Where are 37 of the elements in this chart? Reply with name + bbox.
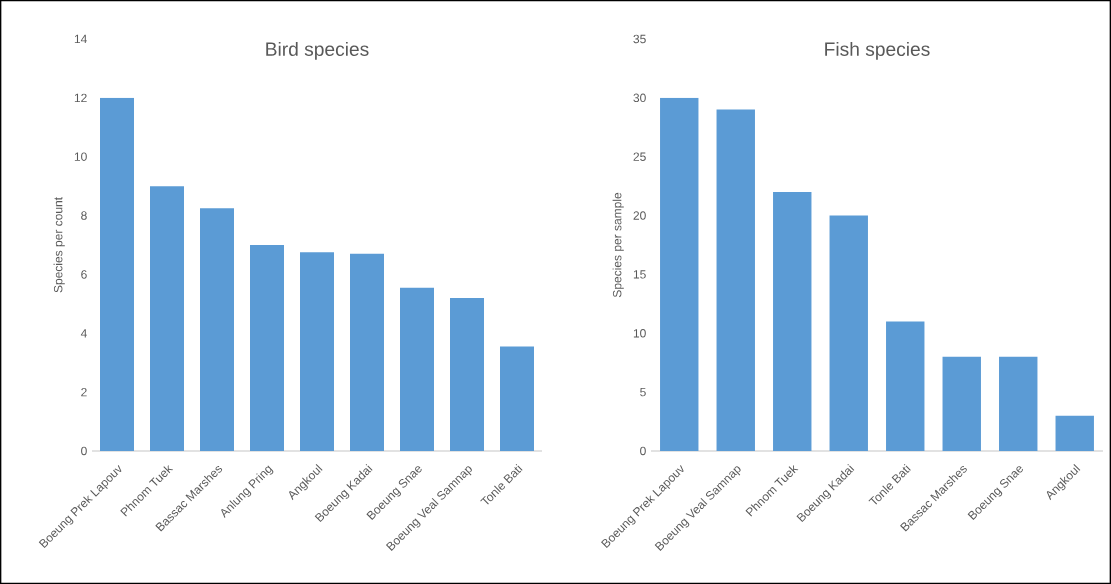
bar [250,244,285,451]
y-tick-label: 30 [633,93,646,103]
y-tick-label: 5 [640,387,646,397]
bar [829,215,868,451]
y-tick-label: 20 [633,211,646,220]
y-tick-label: 10 [74,152,87,161]
y-tick-label: 15 [633,270,646,279]
chart-title: Bird species [266,41,369,60]
bar [773,192,812,451]
y-tick-label: 8 [81,211,87,220]
y-axis-title: Species per sample [612,192,624,298]
bar [716,109,755,451]
bar [942,356,981,451]
chart-title: Fish species [825,41,930,60]
y-tick-label: 12 [74,93,87,103]
bar [886,321,925,451]
bar [999,356,1038,451]
y-tick-label: 0 [640,446,646,456]
bar [200,208,234,451]
y-tick-label: 35 [633,34,646,44]
bar [150,186,184,451]
bar [100,97,135,451]
bar [500,346,534,451]
y-tick-label: 25 [633,152,646,161]
bar [400,287,434,451]
bar [450,297,485,451]
y-tick-label: 2 [81,387,87,397]
bar [1055,415,1094,451]
bar [660,97,699,451]
y-axis-title: Species per count [53,197,65,293]
y-tick-label: 4 [80,329,87,338]
y-tick-label: 14 [74,34,87,44]
y-tick-label: 0 [81,446,87,456]
bar [350,253,384,451]
y-tick-label: 6 [81,270,87,279]
bar [300,252,335,451]
y-tick-label: 10 [633,329,646,338]
